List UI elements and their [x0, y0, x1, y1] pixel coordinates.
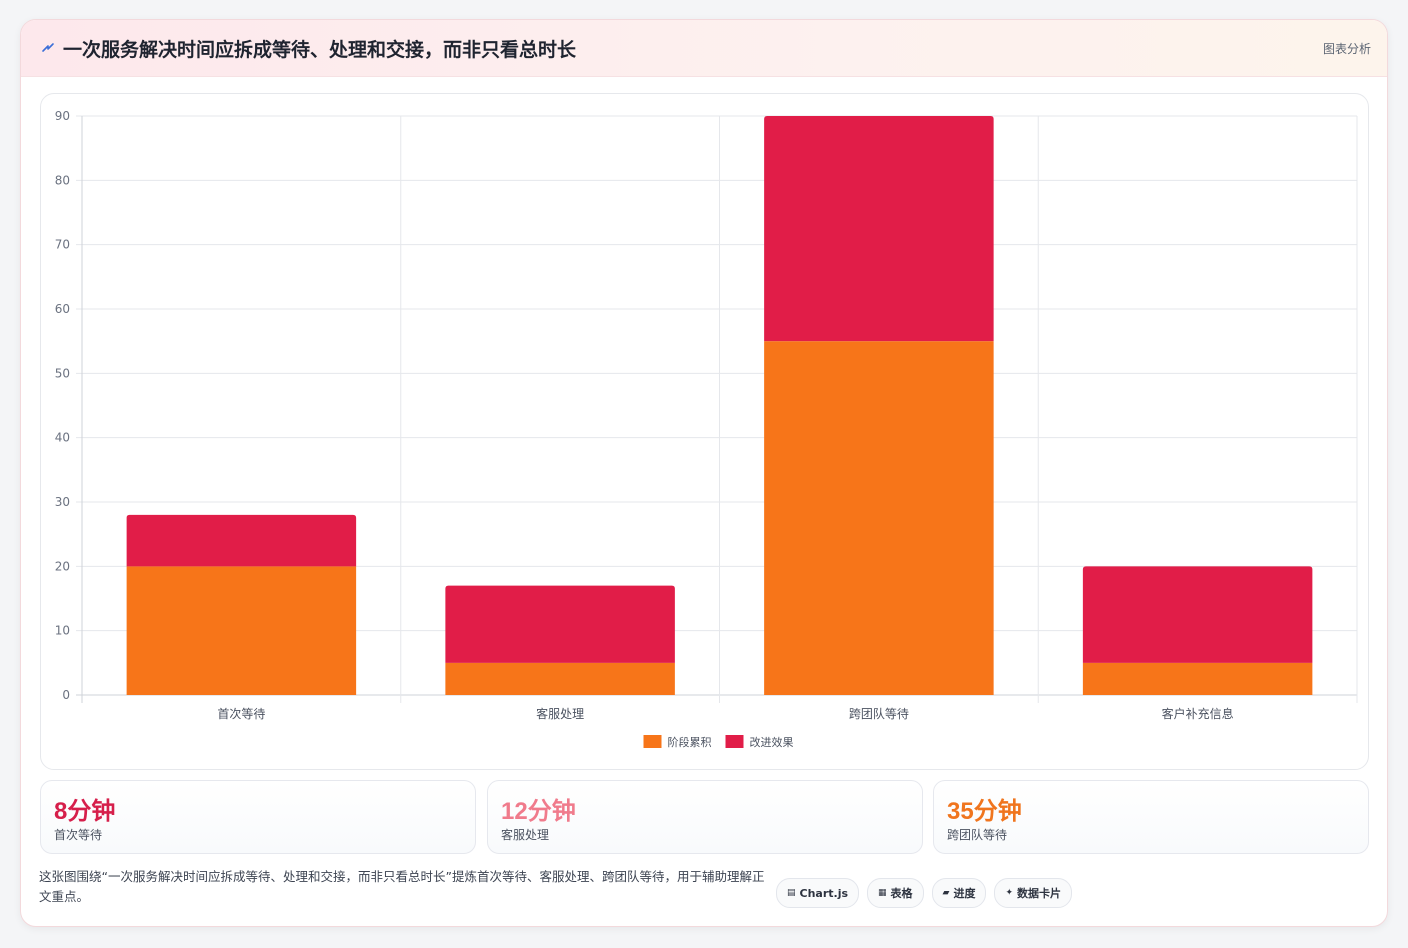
bar-segment	[1082, 662, 1313, 695]
chart-container: 0 10 20 30 40 50 60 70 80 90 首次等待 客服处理 跨团队等待 客户补充信息阶段…	[40, 93, 1369, 770]
lightning-icon	[42, 43, 54, 52]
x-category-label: 客户补充信息	[1162, 706, 1234, 721]
bar-segment	[445, 662, 675, 695]
progress-icon: ▰	[942, 888, 950, 898]
legend-label: 阶段累积	[668, 735, 712, 749]
x-category-label: 跨团队等待	[849, 706, 909, 721]
y-tick-label: 60	[55, 302, 70, 316]
y-tick-label: 70	[55, 238, 70, 252]
stat-card-cross-team-wait: 35分钟 跨团队等待	[933, 780, 1369, 854]
chip-progress[interactable]: ▰ 进度	[931, 878, 987, 908]
chip-label: 表格	[890, 887, 913, 900]
y-tick-label: 40	[55, 431, 70, 445]
y-tick-label: 0	[62, 688, 70, 702]
sparkle-icon: ✦	[1005, 888, 1014, 898]
stat-label: 客服处理	[501, 828, 550, 842]
chip-table[interactable]: ▦ 表格	[867, 878, 924, 908]
chart-icon: ▤	[787, 888, 796, 898]
page-title: 一次服务解决时间应拆成等待、处理和交接，而非只看总时长	[63, 39, 577, 61]
y-tick-label: 10	[55, 624, 70, 638]
stat-label: 首次等待	[54, 828, 103, 842]
bar-segment	[1082, 566, 1313, 663]
legend-swatch	[725, 735, 744, 748]
chip-label: Chart.js	[799, 886, 849, 900]
feature-chips: ▤ Chart.js ▦ 表格 ▰ 进度 ✦ 数据卡片	[776, 878, 1073, 908]
y-tick-label: 30	[55, 495, 70, 509]
x-category-label: 首次等待	[217, 707, 265, 721]
bar-segment	[445, 585, 675, 663]
y-tick-label: 20	[55, 559, 70, 573]
chip-chartjs[interactable]: ▤ Chart.js	[776, 878, 860, 908]
stat-value: 12分钟	[501, 798, 576, 825]
chart-description: 这张图围绕“一次服务解决时间应拆成等待、处理和交接，而非只看总时长”提炼首次等待…	[39, 869, 765, 904]
table-icon: ▦	[878, 888, 887, 898]
stat-value: 35分钟	[947, 798, 1022, 825]
chip-label: 进度	[953, 887, 976, 900]
chart-card: 一次服务解决时间应拆成等待、处理和交接，而非只看总时长 图表分析 0 10 20 30…	[20, 19, 1388, 927]
stat-card-agent-handling: 12分钟 客服处理	[487, 780, 923, 854]
bar-segment	[764, 341, 994, 695]
y-tick-label: 80	[55, 173, 70, 187]
chip-data-cards[interactable]: ✦ 数据卡片	[994, 878, 1073, 908]
bar-segment	[126, 566, 357, 695]
x-category-label: 客服处理	[536, 706, 584, 721]
y-tick-label: 90	[55, 109, 70, 123]
stat-card-first-wait: 8分钟 首次等待	[40, 780, 476, 854]
bar-segment	[764, 116, 994, 342]
legend-label: 改进效果	[750, 735, 794, 749]
stat-label: 跨团队等待	[947, 828, 1008, 842]
legend-swatch	[643, 735, 662, 748]
chip-label: 数据卡片	[1017, 887, 1062, 900]
card-header: 一次服务解决时间应拆成等待、处理和交接，而非只看总时长 图表分析	[21, 20, 1387, 77]
y-tick-label: 50	[55, 366, 70, 380]
stacked-bar-chart: 0 10 20 30 40 50 60 70 80 90 首次等待 客服处理 跨团队等待 客户补充信息阶段…	[55, 109, 1358, 749]
chart-analysis-tag: 图表分析	[1322, 42, 1371, 56]
bar-segment	[126, 514, 357, 567]
stat-value: 8分钟	[54, 798, 116, 825]
